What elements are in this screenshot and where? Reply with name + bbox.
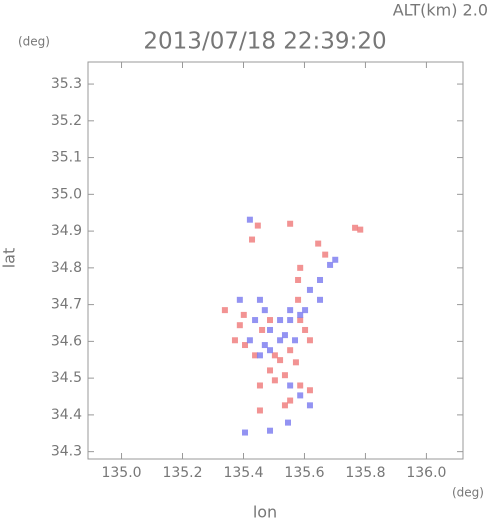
data-point xyxy=(240,311,247,318)
x-tick-label: 135.0 xyxy=(101,465,141,481)
data-point xyxy=(261,342,268,349)
y-axis-label: lat xyxy=(0,248,19,269)
y-unit: (deg) xyxy=(18,35,50,49)
data-point xyxy=(271,352,278,359)
x-tick-label: 135.2 xyxy=(162,465,202,481)
data-point xyxy=(287,347,294,354)
data-point xyxy=(297,382,304,389)
data-point xyxy=(242,429,249,436)
data-point xyxy=(252,317,259,324)
data-point xyxy=(302,326,309,333)
data-point xyxy=(287,307,294,314)
x-axis-label: lon xyxy=(253,503,277,521)
data-point xyxy=(267,317,274,324)
data-point xyxy=(267,326,274,333)
y-tick-label: 34.6 xyxy=(51,333,82,349)
data-point xyxy=(277,317,284,324)
data-point xyxy=(231,337,238,344)
data-point xyxy=(315,240,322,247)
y-tick-label: 34.5 xyxy=(51,370,82,386)
data-point xyxy=(242,342,249,349)
data-point xyxy=(277,337,284,344)
data-point xyxy=(236,322,243,329)
data-point xyxy=(261,307,268,314)
data-point xyxy=(332,256,339,263)
data-point xyxy=(295,276,302,283)
data-point xyxy=(357,226,364,233)
data-point xyxy=(259,326,266,333)
data-point xyxy=(287,220,294,227)
data-point xyxy=(297,264,304,271)
data-point xyxy=(277,357,284,364)
data-point xyxy=(287,397,294,404)
data-point xyxy=(236,296,243,303)
data-point xyxy=(267,367,274,374)
data-point xyxy=(249,236,256,243)
data-point xyxy=(292,337,299,344)
data-point xyxy=(285,419,291,426)
data-point xyxy=(317,276,324,283)
data-point xyxy=(297,311,304,318)
data-point xyxy=(271,377,278,384)
data-point xyxy=(287,382,294,389)
data-point xyxy=(302,307,309,314)
data-point xyxy=(267,427,274,434)
data-point xyxy=(306,402,313,409)
data-point xyxy=(352,224,359,231)
y-tick-label: 35.3 xyxy=(51,76,82,92)
x-unit: (deg) xyxy=(452,486,484,500)
data-point xyxy=(295,296,302,303)
data-point xyxy=(297,317,304,324)
data-point xyxy=(281,332,288,339)
data-point xyxy=(256,382,263,389)
x-tick-label: 135.4 xyxy=(223,465,263,481)
data-point xyxy=(246,337,253,344)
data-point xyxy=(254,222,261,229)
y-tick-label: 34.7 xyxy=(51,297,82,313)
x-tick-label: 136.0 xyxy=(406,465,446,481)
y-tick-label: 34.8 xyxy=(51,260,82,276)
data-point xyxy=(281,372,288,379)
data-point xyxy=(306,337,313,344)
data-point xyxy=(306,286,313,293)
data-point xyxy=(317,296,324,303)
chart-title: 2013/07/18 22:39:20 xyxy=(143,29,386,55)
data-point xyxy=(306,387,313,394)
data-point xyxy=(221,307,228,314)
data-point xyxy=(287,317,294,324)
y-tick-label: 35.1 xyxy=(51,150,82,166)
data-point xyxy=(297,392,304,399)
data-point xyxy=(281,402,288,409)
x-tick-label: 135.8 xyxy=(345,465,385,481)
x-tick-label: 135.6 xyxy=(284,465,324,481)
annotation: ALT(km) 2.0 xyxy=(393,1,488,20)
data-point xyxy=(246,216,253,223)
data-point xyxy=(292,359,299,366)
y-tick-label: 34.4 xyxy=(51,407,82,423)
data-point xyxy=(256,407,263,414)
data-point xyxy=(256,352,263,359)
data-point xyxy=(327,261,334,268)
plot-frame xyxy=(87,61,464,460)
data-point xyxy=(256,296,263,303)
data-point xyxy=(252,352,259,359)
data-point xyxy=(267,347,274,354)
y-tick-label: 34.3 xyxy=(51,444,82,460)
y-tick-label: 34.9 xyxy=(51,223,82,239)
data-point xyxy=(322,251,329,258)
y-tick-label: 35.2 xyxy=(51,113,82,129)
y-tick-label: 35.0 xyxy=(51,186,82,202)
